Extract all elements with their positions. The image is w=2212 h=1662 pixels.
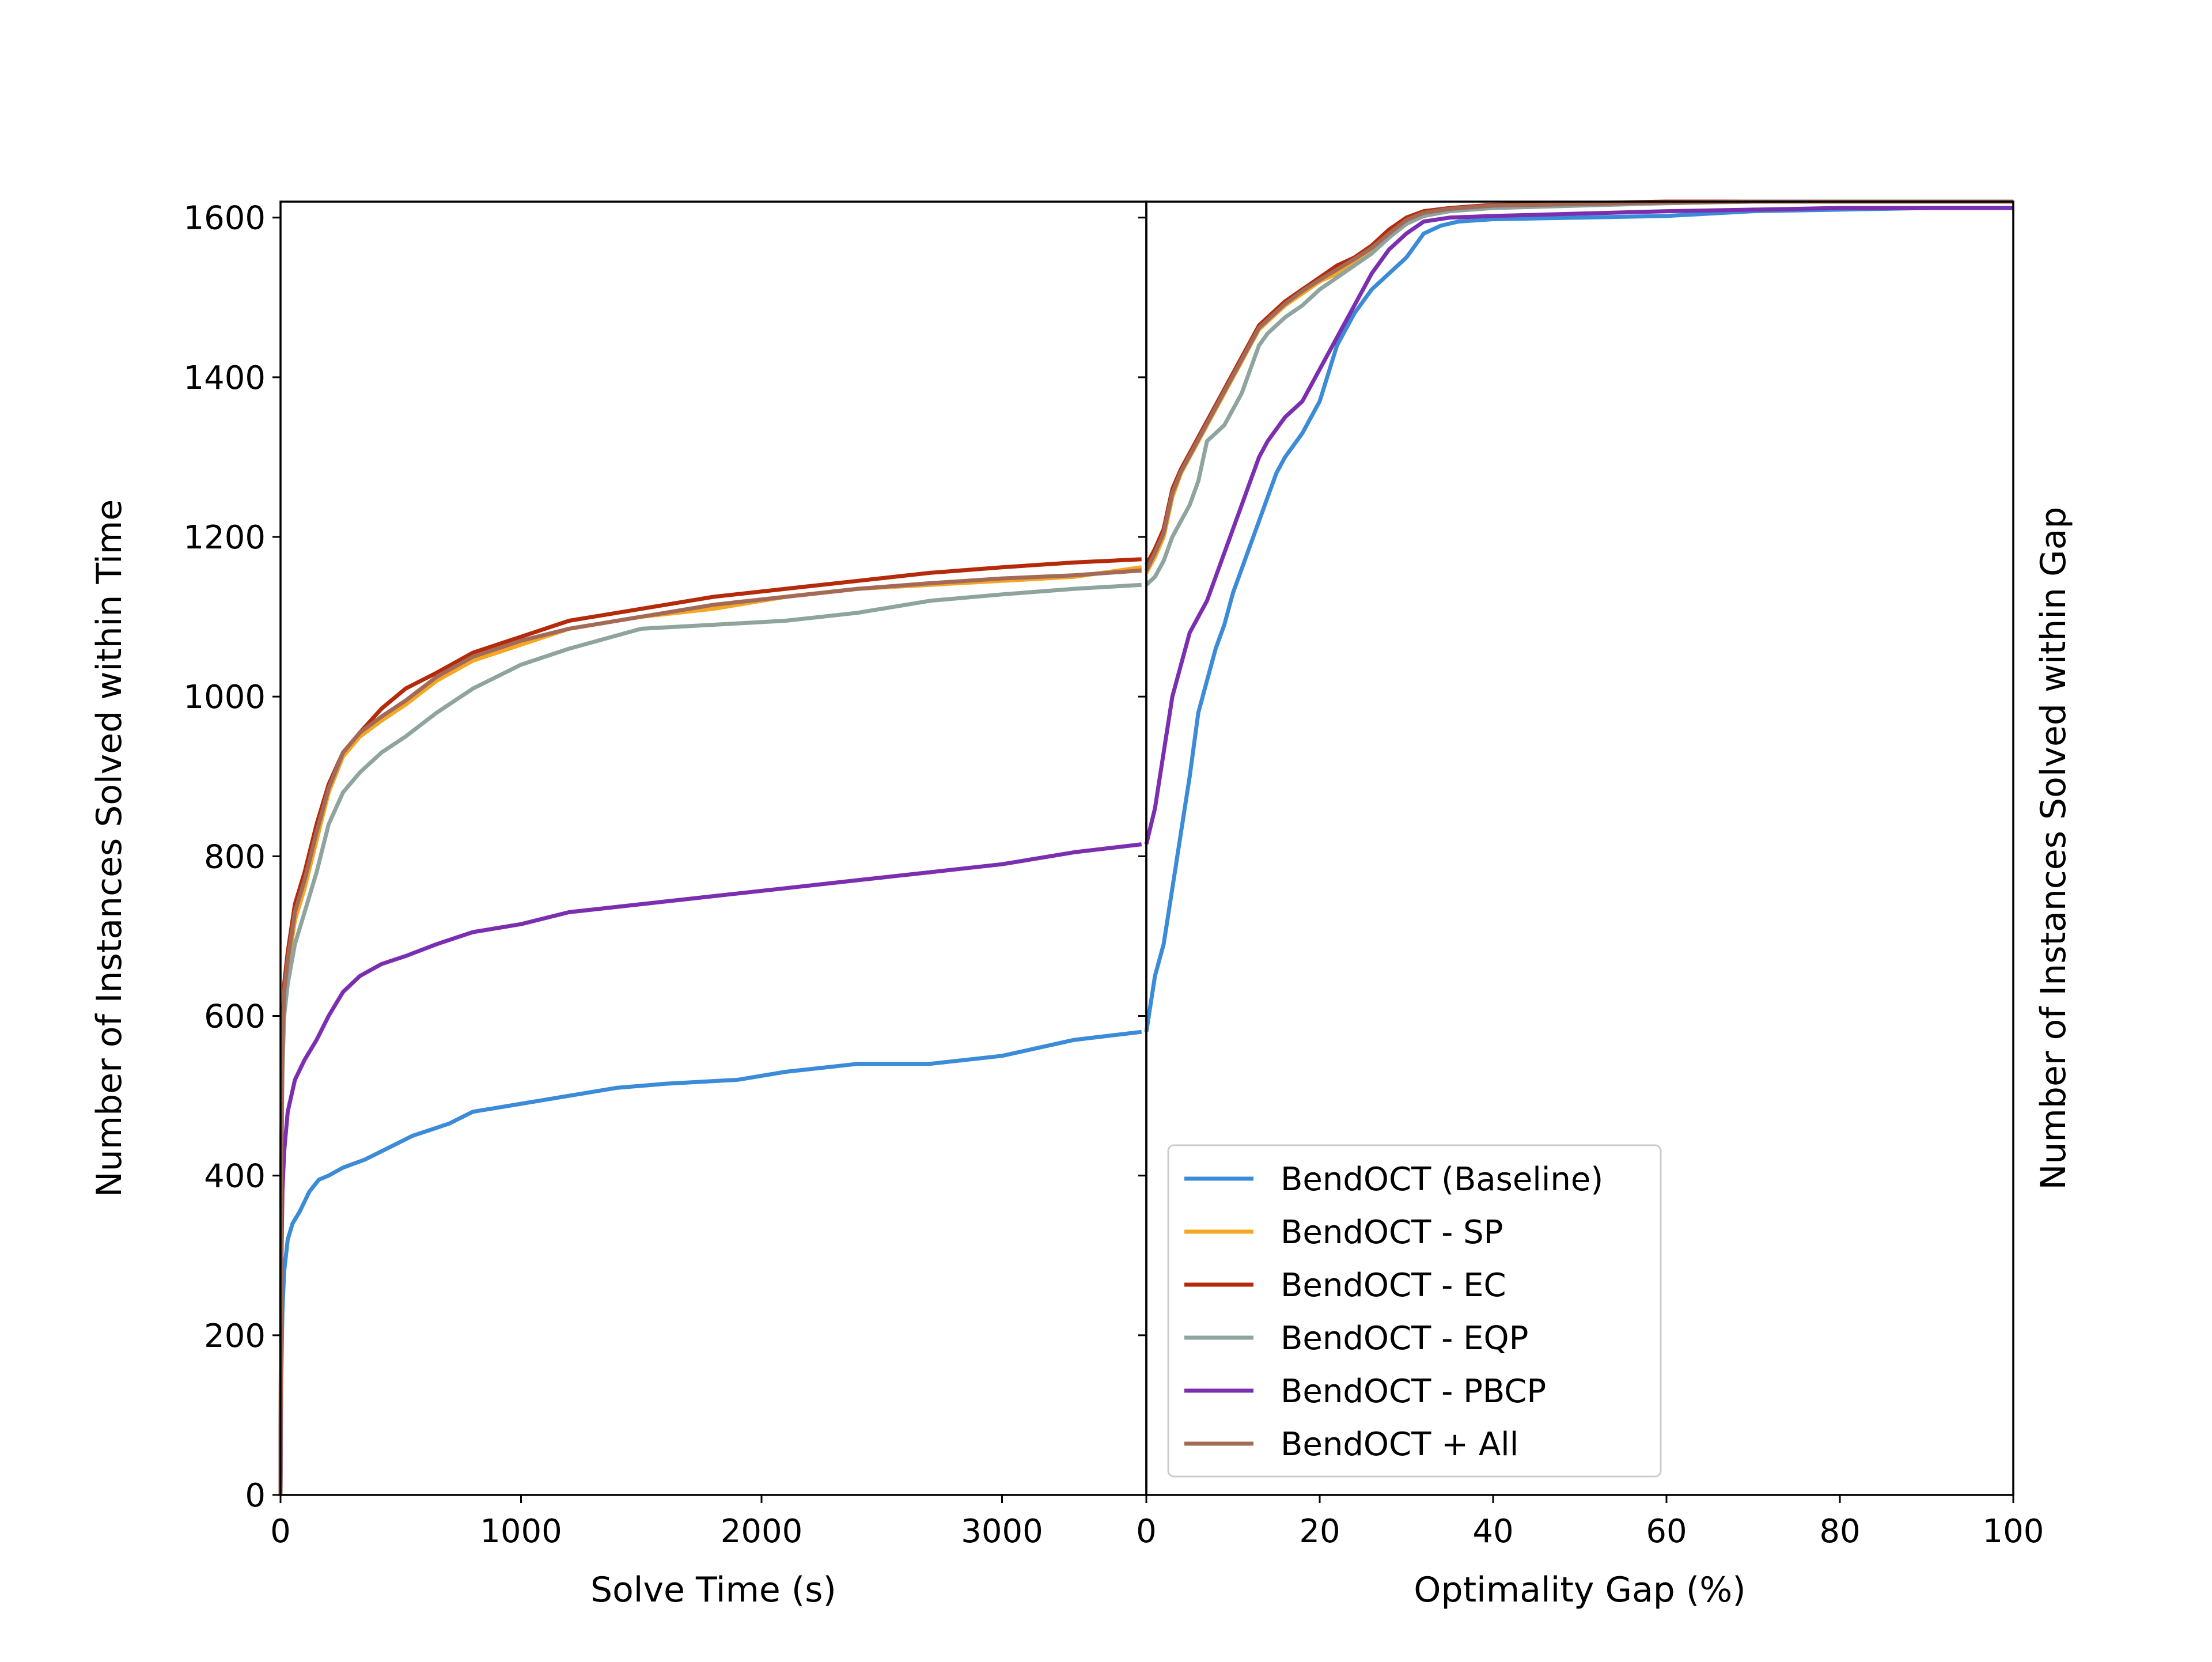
x-tick-label-right-5: 100 — [1983, 1513, 2044, 1550]
legend-box — [1167, 1144, 1662, 1478]
y-tick-label-left-0: 0 — [245, 1477, 266, 1515]
x-tick-label-left-1: 1000 — [480, 1513, 562, 1550]
y-axis-label-left: Number of Instances Solved within Time — [89, 499, 130, 1197]
x-tick-label-right-2: 40 — [1472, 1513, 1513, 1550]
series-line-1-5 — [1144, 199, 2013, 571]
x-axis-label-left: Solve Time (s) — [590, 1570, 836, 1610]
series-line-0-4 — [278, 842, 1142, 1496]
series-line-1-4 — [1144, 206, 2013, 845]
legend-entry-3: BendOCT - EQP — [1281, 1320, 1528, 1357]
x-tick-label-left-0: 0 — [270, 1513, 291, 1550]
legend-entry-0: BendOCT (Baseline) — [1281, 1161, 1603, 1198]
y-tick-label-left-4: 800 — [204, 838, 266, 876]
y-tick-label-left-8: 1600 — [183, 200, 266, 237]
legend-entry-5: BendOCT + All — [1281, 1426, 1518, 1463]
right-panel: 0 20 40 60 80 100 Optimality Gap (%) Number of … — [1136, 199, 2074, 1610]
legend-entry-4: BendOCT - PBCP — [1281, 1373, 1546, 1410]
y-tick-label-left-7: 1400 — [183, 359, 266, 397]
x-axis-label-right: Optimality Gap (%) — [1414, 1570, 1745, 1610]
x-tick-label-left-2: 2000 — [721, 1513, 803, 1550]
series-line-1-0 — [1144, 206, 2013, 1032]
legend: BendOCT (Baseline) BendOCT - SP BendOCT - … — [1167, 1144, 1662, 1478]
x-tick-label-right-0: 0 — [1136, 1513, 1157, 1550]
y-tick-label-left-3: 600 — [204, 998, 266, 1036]
series-line-0-0 — [278, 1029, 1142, 1496]
y-tick-label-left-6: 1200 — [183, 519, 266, 556]
legend-entry-2: BendOCT - EC — [1281, 1267, 1506, 1304]
y-tick-label-left-2: 400 — [204, 1158, 266, 1195]
y-tick-label-left-5: 1000 — [183, 679, 266, 716]
x-tick-label-right-4: 80 — [1819, 1513, 1860, 1550]
plot-frame-right — [1145, 200, 2014, 1496]
legend-entry-1: BendOCT - SP — [1281, 1214, 1503, 1251]
x-tick-label-right-1: 20 — [1299, 1513, 1340, 1550]
left-panel: 0 1000 2000 3000 0 200 400 600 800 1000 1200 1400 16… — [89, 200, 1147, 1610]
x-tick-label-right-3: 60 — [1646, 1513, 1687, 1550]
series-line-0-3 — [278, 582, 1142, 1496]
y-axis-label-right: Number of Instances Solved within Gap — [2033, 507, 2074, 1190]
x-tick-label-left-3: 3000 — [961, 1513, 1043, 1550]
y-tick-label-left-1: 200 — [204, 1318, 266, 1355]
series-line-0-5 — [278, 568, 1142, 1496]
